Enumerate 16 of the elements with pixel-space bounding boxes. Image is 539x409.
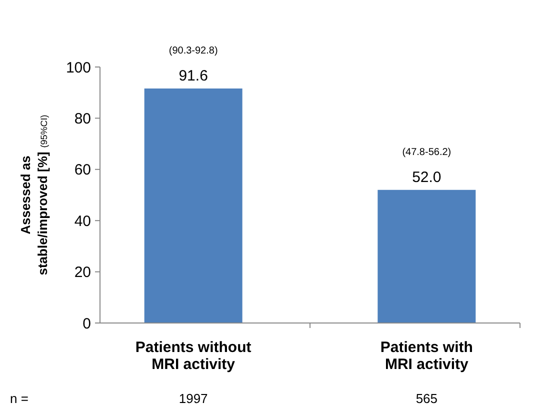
text: 1997: [178, 391, 208, 406]
data-label: 52.0: [412, 168, 442, 186]
text: 565: [416, 391, 438, 406]
text: n =: [10, 391, 28, 406]
annotation: (47.8-56.2): [402, 146, 452, 158]
y-tick-label: 40: [74, 212, 91, 230]
y-axis-title: Assessed as stable/improved [%] (95%CI): [18, 114, 50, 276]
y-tick-label: 80: [74, 110, 91, 128]
y-tick-label: 20: [74, 264, 91, 282]
y-tick-label: 0: [82, 315, 91, 332]
data-label: 91.6: [178, 68, 208, 85]
y-tick-label: 60: [74, 162, 91, 179]
x-tick-label: Patients without MRI activity: [135, 339, 252, 373]
y-tick-label: 100: [66, 59, 91, 76]
text: (90.3-92.8): [168, 46, 218, 57]
x-tick-label: Patients with MRI activity: [380, 339, 473, 373]
